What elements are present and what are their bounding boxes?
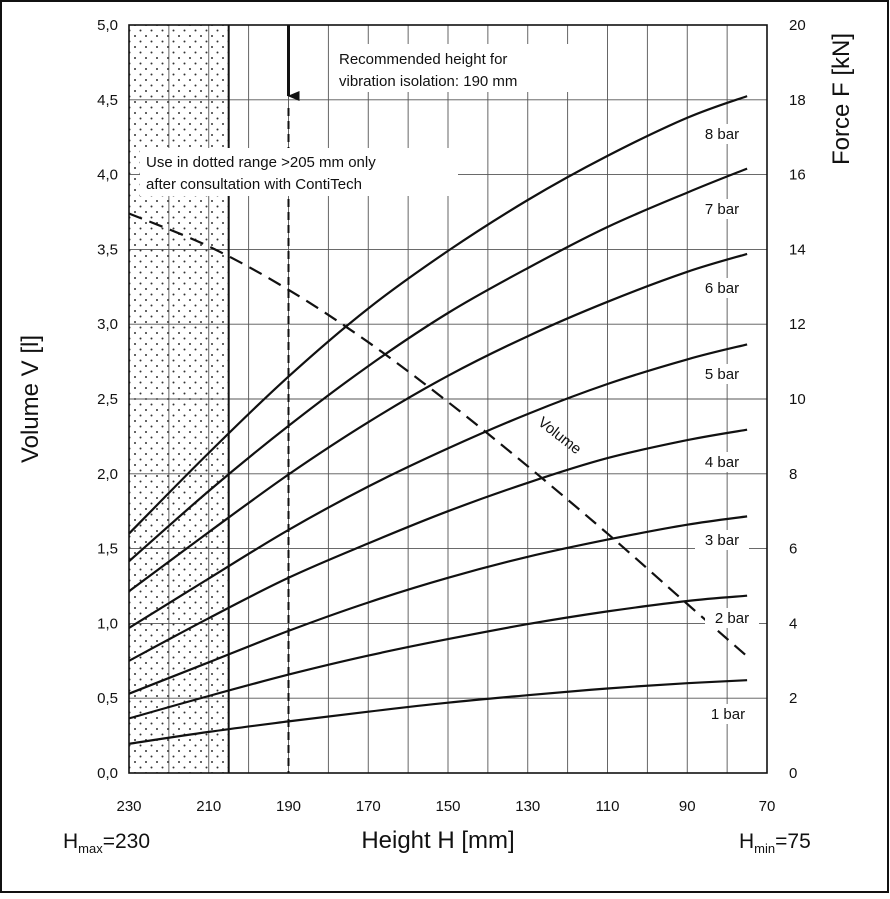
force-curve-5-bar [128,343,748,629]
force-tick-label: 20 [789,17,806,34]
force-curve-8-bar [128,95,748,535]
plot-area-border [128,24,768,774]
height-tick-label: 210 [196,798,221,815]
volume-tick-label: 1,0 [97,615,118,632]
force-tick-label: 18 [789,92,806,109]
height-tick-label: 110 [596,798,620,815]
volume-tick-label: 4,0 [97,167,118,184]
dotted-note-line-2: after consultation with ContiTech [146,176,362,193]
curve-label-background [695,278,749,298]
recommended-note-line-2: vibration isolation: 190 mm [339,73,517,90]
curve-label-8-bar: 8 bar [705,126,739,143]
curve-label-2-bar: 2 bar [715,610,749,627]
curve-label-background [695,452,749,472]
volume-tick-label: 1,5 [97,541,118,558]
curve-label-background [695,364,749,384]
force-curve-3-bar [128,515,748,695]
height-tick-label: 190 [276,798,301,815]
recommended-note-background [330,44,570,92]
curve-label-background [705,608,759,628]
force-tick-label: 6 [789,541,797,558]
hmax-label: Hmax=230 [63,830,150,856]
height-axis-ticks: 230 210 190 170 150 130 110 90 70 [116,798,775,815]
force-curve-1-bar [128,679,748,745]
curve-label-7-bar: 7 bar [705,201,739,218]
height-tick-label: 70 [759,798,776,815]
height-tick-label: 150 [435,798,460,815]
force-tick-label: 10 [789,391,806,408]
force-axis-ticks: 0 2 4 6 8 10 12 14 16 18 20 [789,17,806,782]
curve-label-background [695,530,749,550]
volume-tick-label: 2,0 [97,466,118,483]
curve-label-4-bar: 4 bar [705,454,739,471]
curve-label-background [695,124,749,144]
volume-curve-label: Volume [535,414,585,458]
curve-label-background [701,704,755,724]
force-curve-2-bar [128,594,748,720]
curve-label-3-bar: 3 bar [705,532,739,549]
dotted-note-background [140,148,458,196]
volume-tick-label: 3,5 [97,241,118,258]
volume-tick-label: 5,0 [97,17,118,34]
force-curve-7-bar [128,167,748,563]
curve-label-1-bar: 1 bar [711,706,745,723]
y-left-axis-title: Volume V [l] [17,335,44,463]
volume-tick-label: 0,5 [97,690,118,707]
volume-axis-ticks: 0,0 0,5 1,0 1,5 2,0 2,5 3,0 3,5 4,0 4,5 5,0 [97,17,118,782]
force-curve-4-bar [128,428,748,662]
volume-tick-label: 2,5 [97,391,118,408]
recommended-note-line-1: Recommended height for [339,51,507,68]
curve-label-5-bar: 5 bar [705,366,739,383]
force-curves [128,95,748,745]
force-tick-label: 12 [789,316,806,333]
height-tick-label: 90 [679,798,696,815]
force-tick-label: 2 [789,690,797,707]
volume-curve [128,212,748,658]
height-tick-label: 130 [515,798,540,815]
hmin-label: Hmin=75 [739,830,811,856]
force-curve-6-bar [128,252,748,593]
curve-label-background [695,199,749,219]
force-tick-label: 4 [789,615,797,632]
force-tick-label: 14 [789,241,806,258]
curve-label-6-bar: 6 bar [705,280,739,297]
volume-tick-label: 3,0 [97,316,118,333]
force-tick-label: 8 [789,466,797,483]
volume-tick-label: 4,5 [97,92,118,109]
height-tick-label: 230 [116,798,141,815]
y-right-axis-title: Force F [kN] [828,33,855,165]
height-tick-label: 170 [356,798,381,815]
force-tick-label: 16 [789,167,806,184]
x-axis-title: Height H [mm] [361,827,514,854]
force-tick-label: 0 [789,765,797,782]
volume-tick-label: 0,0 [97,765,118,782]
curve-labels: 1 bar 2 bar 3 bar 4 bar 5 bar 6 bar 7 bar 8 bar… [535,124,759,724]
dotted-note-line-1: Use in dotted range >205 mm only [146,154,376,171]
